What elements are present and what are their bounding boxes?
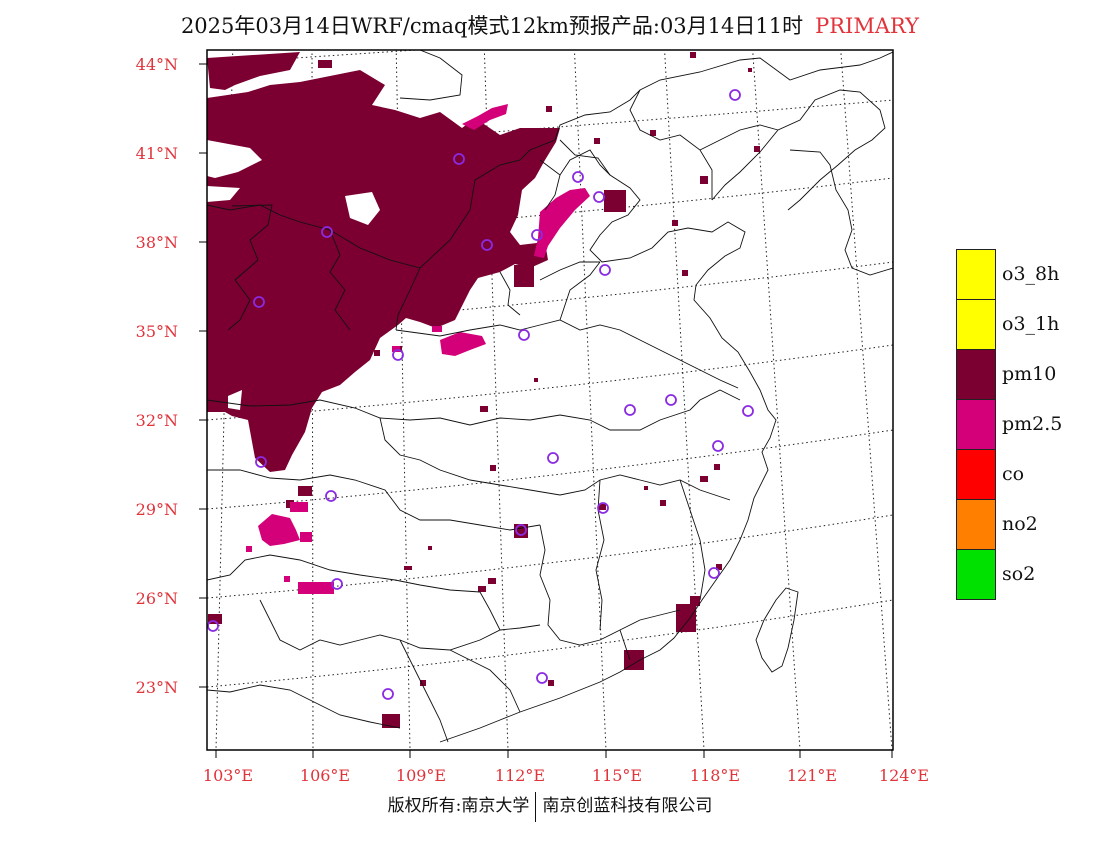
legend-swatch-pm25 xyxy=(956,399,996,450)
lon-label-106: 106°E xyxy=(299,766,351,785)
boundaries xyxy=(207,50,893,743)
legend-label-co: co xyxy=(1002,463,1025,485)
legend-swatch-so2 xyxy=(956,549,996,600)
legend-swatch-co xyxy=(956,449,996,500)
lat-label-29: 29°N xyxy=(135,500,178,519)
lon-label-121: 121°E xyxy=(786,766,838,785)
lat-label-32: 32°N xyxy=(135,411,178,430)
title-tag: PRIMARY xyxy=(815,14,920,38)
lat-label-41: 41°N xyxy=(135,144,178,163)
map-title: 2025年03月14日WRF/cmaq模式12km预报产品:03月14日11时 P… xyxy=(0,10,1100,40)
lat-label-26: 26°N xyxy=(135,589,178,608)
legend-swatch-o3-1h xyxy=(956,299,996,350)
copyright-footer: 版权所有:南京大学 南京创蓝科技有限公司 xyxy=(0,791,1100,822)
legend-swatch-no2 xyxy=(956,499,996,550)
lon-label-103: 103°E xyxy=(202,766,254,785)
lon-label-109: 109°E xyxy=(395,766,447,785)
legend-label-o3-1h: o3_1h xyxy=(1002,313,1060,335)
lat-label-23: 23°N xyxy=(135,678,178,697)
tick-marks xyxy=(199,63,893,758)
station-markers xyxy=(207,89,754,700)
lon-label-118: 118°E xyxy=(689,766,741,785)
footer-divider xyxy=(535,791,537,822)
lon-label-115: 115°E xyxy=(591,766,643,785)
legend-label-no2: no2 xyxy=(1002,513,1038,535)
copyright-right: 南京创蓝科技有限公司 xyxy=(542,796,713,816)
pm10-region xyxy=(207,52,760,728)
map-frame xyxy=(206,49,894,751)
legend-swatch-pm10 xyxy=(956,349,996,400)
lat-label-44: 44°N xyxy=(135,55,178,74)
legend-label-o3-8h: o3_8h xyxy=(1002,263,1060,285)
copyright-left: 版权所有:南京大学 xyxy=(387,796,530,816)
legend-label-pm25: pm2.5 xyxy=(1002,413,1063,435)
legend-label-so2: so2 xyxy=(1002,563,1036,585)
lon-label-112: 112°E xyxy=(494,766,546,785)
lat-label-38: 38°N xyxy=(135,233,178,252)
legend-swatch-o3-8h xyxy=(956,249,996,300)
lon-label-124: 124°E xyxy=(878,766,930,785)
legend-label-pm10: pm10 xyxy=(1002,363,1057,385)
lat-label-35: 35°N xyxy=(135,322,178,341)
title-text: 2025年03月14日WRF/cmaq模式12km预报产品:03月14日11时 xyxy=(180,14,804,38)
